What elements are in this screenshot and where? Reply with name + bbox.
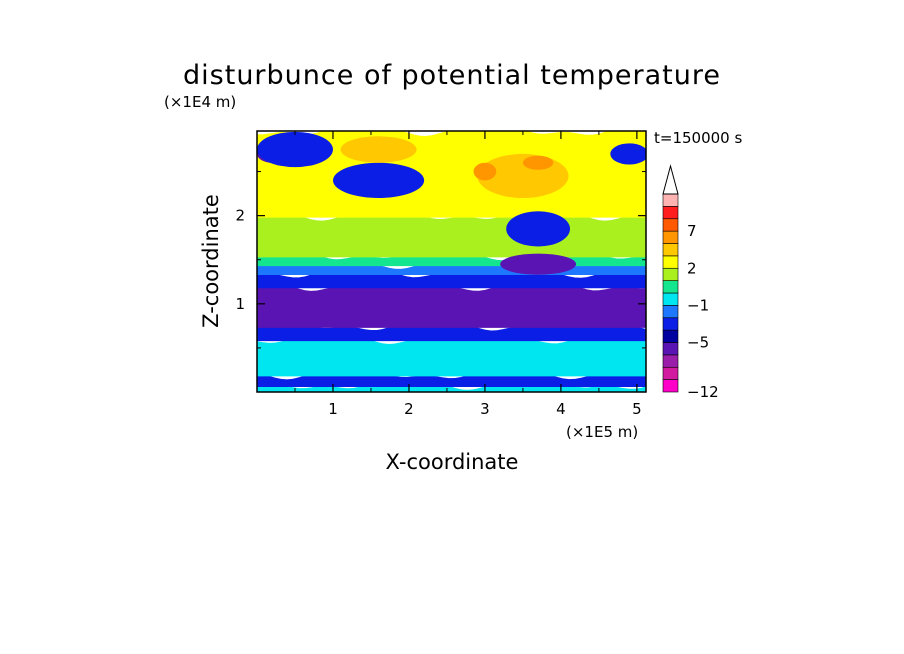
colorbar: −12−5−127: [662, 164, 719, 401]
x-axis: 1 2 3 4 5: [294, 131, 642, 418]
colorbar-swatch: [662, 255, 679, 269]
colorbar-swatch: [662, 243, 679, 257]
colorbar-swatch: [662, 230, 679, 244]
chart-title: disturbunce of potential temperature: [183, 60, 721, 91]
y-axis-title: Z-coordinate: [199, 194, 223, 328]
x-tick-label: 5: [632, 400, 642, 418]
x-unit-label: (×1E5 m): [566, 423, 638, 441]
x-tick-label: 4: [556, 400, 566, 418]
colorbar-label: −1: [687, 296, 709, 314]
y-tick-label: 2: [235, 207, 245, 225]
contour-field: [257, 131, 646, 392]
y-tick-label: 1: [235, 295, 245, 313]
contour-feature: [610, 143, 646, 165]
contour-feature: [500, 253, 577, 275]
colorbar-swatch: [662, 292, 679, 306]
colorbar-swatch: [662, 193, 679, 207]
contour-feature: [332, 162, 425, 199]
colorbar-label: −5: [687, 334, 709, 352]
colorbar-swatch: [662, 342, 679, 356]
contour-band: [257, 281, 646, 328]
colorbar-swatch: [662, 305, 679, 319]
x-tick-label: 1: [328, 400, 338, 418]
colorbar-extend-arrow: [662, 164, 679, 195]
plot-frame: [256, 130, 647, 393]
contour-feature: [257, 131, 333, 168]
contour-band: [257, 211, 646, 258]
colorbar-swatch: [662, 317, 679, 331]
colorbar-swatch: [662, 329, 679, 343]
contour-band: [257, 334, 646, 377]
colorbar-swatch: [662, 379, 679, 393]
colorbar-label: 2: [687, 259, 697, 277]
colorbar-label: 7: [687, 222, 697, 240]
y-axis: 12: [235, 171, 646, 349]
contour-feature: [522, 155, 554, 170]
colorbar-swatch: [662, 218, 679, 232]
contour-feature: [473, 162, 497, 181]
x-axis-title: X-coordinate: [386, 450, 519, 474]
contour-feature: [506, 211, 571, 247]
colorbar-swatch: [662, 366, 679, 380]
time-label: t=150000 s: [654, 129, 742, 147]
contour-feature: [340, 136, 417, 163]
contour-band: [257, 320, 646, 342]
colorbar-swatch: [662, 280, 679, 294]
colorbar-swatch: [662, 206, 679, 220]
x-tick-label: 2: [404, 400, 414, 418]
colorbar-swatch: [662, 267, 679, 281]
y-unit-label: (×1E4 m): [164, 93, 236, 111]
x-tick-label: 3: [480, 400, 490, 418]
colorbar-label: −12: [687, 383, 719, 401]
colorbar-swatch: [662, 354, 679, 368]
